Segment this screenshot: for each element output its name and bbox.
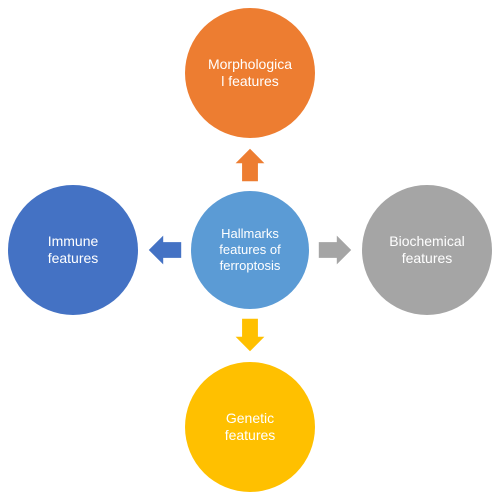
center-node: Hallmarks features of ferroptosis bbox=[191, 191, 309, 309]
top-label: Morphological features bbox=[208, 56, 292, 91]
left-label: Immune features bbox=[28, 233, 118, 268]
bottom-node: Genetic features bbox=[185, 362, 315, 492]
center-label: Hallmarks features of ferroptosis bbox=[201, 226, 299, 275]
arrow-left-icon bbox=[147, 232, 183, 268]
right-node: Biochemical features bbox=[362, 185, 492, 315]
left-node: Immune features bbox=[8, 185, 138, 315]
arrow-right-icon bbox=[317, 232, 353, 268]
bottom-label: Genetic features bbox=[205, 410, 295, 445]
arrow-down-icon bbox=[232, 317, 268, 353]
right-label: Biochemical features bbox=[377, 233, 477, 268]
diagram-stage: Hallmarks features of ferroptosis Morpho… bbox=[0, 0, 500, 500]
top-node: Morphological features bbox=[185, 8, 315, 138]
arrow-up-icon bbox=[232, 147, 268, 183]
